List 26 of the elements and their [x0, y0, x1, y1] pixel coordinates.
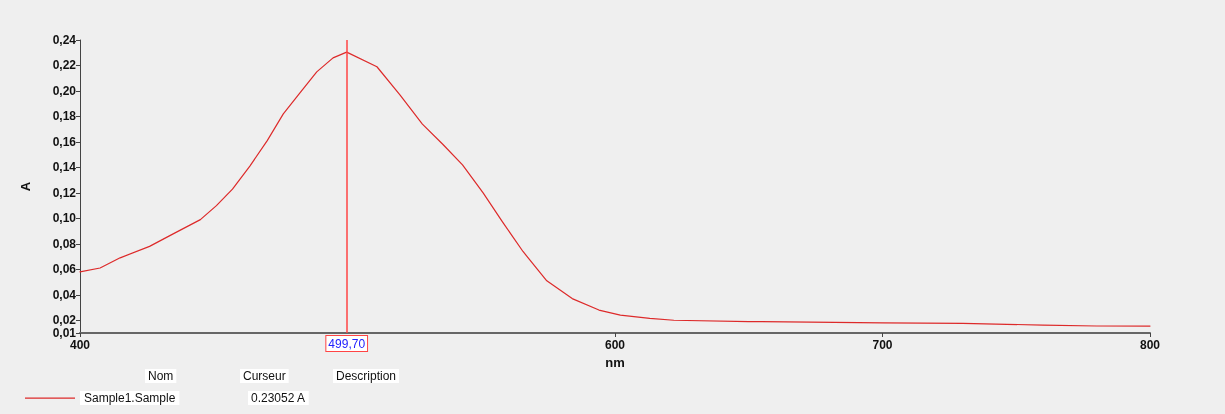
- y-tick-label: 0,04: [52, 287, 77, 302]
- text: Description: [336, 369, 397, 383]
- x-tick-label: 600: [604, 338, 626, 352]
- y-tick-label: 0,12: [52, 185, 77, 200]
- text: 0.23052 A: [251, 391, 306, 405]
- y-tick-label: 0,22: [52, 58, 77, 73]
- ref-line-label: 499,70: [328, 337, 366, 351]
- line-series: [79, 51, 1151, 327]
- y-tick-label: 0,24: [52, 33, 77, 47]
- text: Curseur: [243, 369, 286, 383]
- y-tick-label: 0,20: [52, 83, 77, 98]
- x-axis-title: nm: [605, 354, 625, 370]
- y-tick-label: 0,10: [52, 211, 77, 226]
- y-tick-label: 0,01: [52, 326, 77, 340]
- x-tick-label: 400: [69, 338, 91, 352]
- y-tick-label: 0,06: [52, 262, 77, 277]
- y-tick-label: 0,18: [52, 109, 77, 124]
- y-tick-label: 0,16: [52, 134, 77, 149]
- y-tick-label: 0,08: [52, 236, 77, 251]
- y-tick-label: 0,02: [52, 313, 77, 328]
- x-tick-label: 700: [872, 338, 893, 352]
- x-tick-label: 800: [1139, 338, 1161, 352]
- legend-label: Sample1.Sample: [84, 391, 176, 405]
- y-tick-label: 0,14: [52, 160, 77, 175]
- y-axis-title: A: [18, 181, 33, 192]
- text: Nom: [148, 369, 174, 383]
